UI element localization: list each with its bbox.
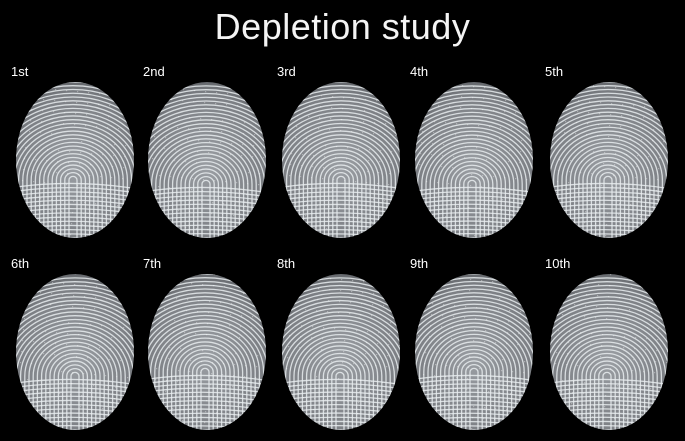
fingerprint-cell: 5th xyxy=(545,64,670,238)
print-label: 3rd xyxy=(277,64,296,79)
fingerprint-image xyxy=(16,274,134,430)
fingerprint-image xyxy=(148,82,266,238)
fingerprint-cell: 2nd xyxy=(143,64,268,238)
fingerprint-cell: 1st xyxy=(11,64,136,238)
fingerprint-cell: 3rd xyxy=(277,64,402,238)
fingerprint-image xyxy=(415,82,533,238)
print-label: 2nd xyxy=(143,64,165,79)
print-label: 9th xyxy=(410,256,429,271)
fingerprint-image xyxy=(550,82,668,238)
fingerprint-image xyxy=(148,274,266,430)
fingerprint-cell: 8th xyxy=(277,256,402,430)
fingerprint-cell: 9th xyxy=(410,256,535,430)
print-label: 7th xyxy=(143,256,162,271)
fingerprint-image xyxy=(550,274,668,430)
figure-title: Depletion study xyxy=(214,6,471,47)
fingerprint-image xyxy=(415,274,533,430)
fingerprint-cell: 10th xyxy=(545,256,670,430)
print-label: 8th xyxy=(277,256,296,271)
fingerprint-cell: 7th xyxy=(143,256,268,430)
fingerprint-cell: 4th xyxy=(410,64,535,238)
print-label: 4th xyxy=(410,64,429,79)
print-label: 1st xyxy=(11,64,29,79)
fingerprint-cell: 6th xyxy=(11,256,136,430)
print-label: 6th xyxy=(11,256,30,271)
print-label: 10th xyxy=(545,256,571,271)
fingerprint-image xyxy=(282,82,400,238)
fingerprint-image xyxy=(282,274,400,430)
print-label: 5th xyxy=(545,64,564,79)
fingerprint-image xyxy=(16,82,134,238)
